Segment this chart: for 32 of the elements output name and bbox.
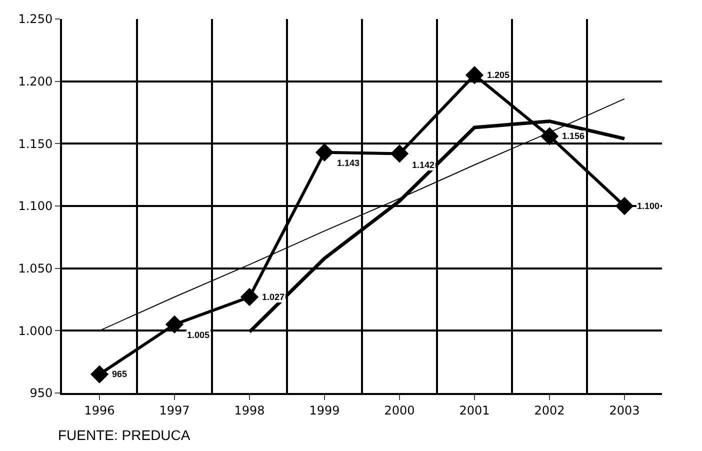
data-label: 1.100 — [637, 201, 660, 211]
data-label: 1.156 — [562, 131, 585, 141]
y-tick-label: 1.200 — [18, 74, 53, 89]
point — [465, 66, 484, 84]
data-label: 1.205 — [487, 70, 510, 80]
x-tick-label: 2002 — [534, 403, 565, 418]
point — [240, 288, 259, 306]
point — [390, 144, 409, 163]
y-tick-label: 1.250 — [18, 12, 53, 26]
y-tick-label: 1.000 — [18, 324, 53, 338]
x-tick-label: 2000 — [384, 403, 415, 418]
data-label: 1.005 — [187, 330, 210, 340]
y-tick-label: 1.150 — [18, 136, 53, 151]
point — [165, 315, 184, 334]
x-tick-label: 2001 — [459, 403, 490, 418]
y-tick-label: 1.100 — [18, 199, 53, 214]
y-tick-label: 1.050 — [18, 262, 53, 276]
x-tick-label: 1999 — [309, 403, 340, 418]
x-tick-label: 1998 — [234, 403, 265, 418]
data-label: 1.142 — [412, 160, 435, 170]
point — [315, 143, 334, 162]
x-tick-label: 1996 — [84, 403, 115, 418]
x-tick-label: 2003 — [609, 403, 640, 418]
point — [540, 127, 559, 146]
data-label: 1.027 — [262, 292, 285, 302]
source-note: FUENTE: PREDUCA — [58, 427, 191, 443]
point — [90, 365, 109, 384]
x-tick-label: 1997 — [159, 403, 190, 418]
y-tick-label: 950 — [30, 386, 53, 400]
data-label: 965 — [112, 369, 128, 379]
point — [615, 196, 634, 216]
data-label: 1.143 — [337, 158, 360, 168]
